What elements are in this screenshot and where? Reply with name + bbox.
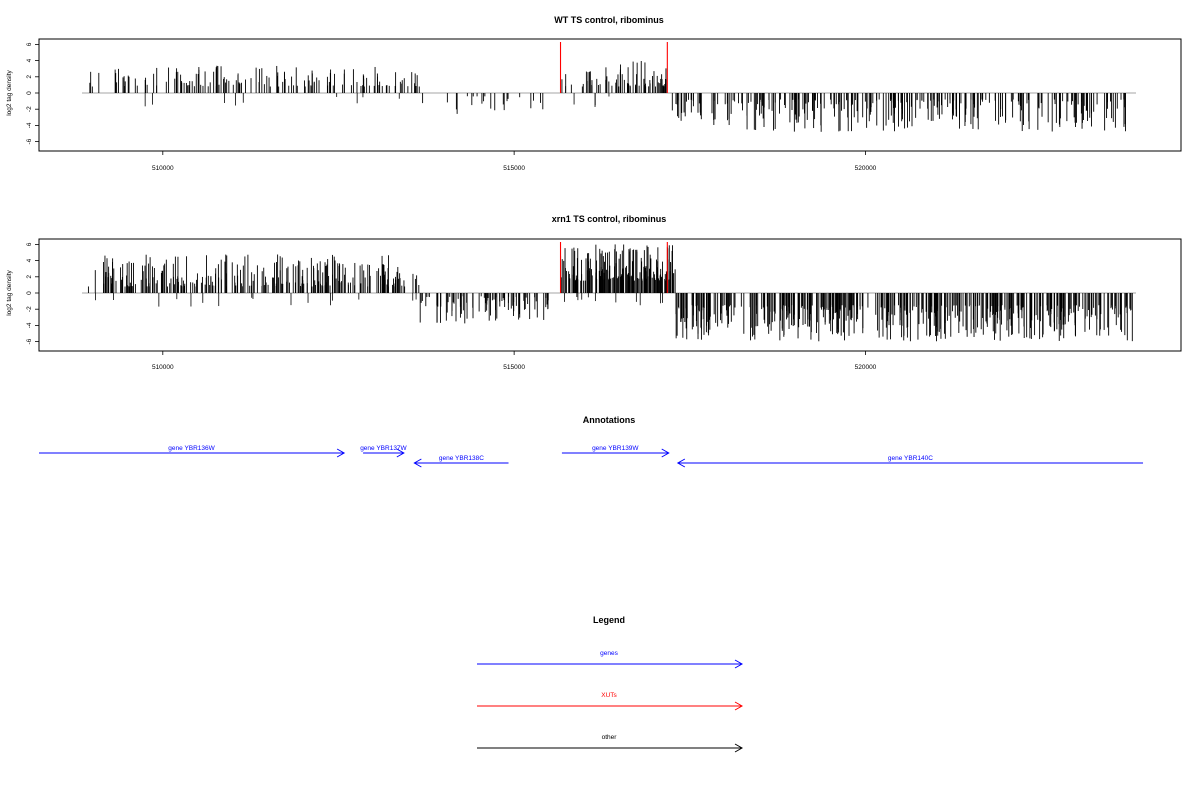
xrn1-track-title: xrn1 TS control, ribominus <box>552 214 667 224</box>
wt-x-tick-label: 510000 <box>152 165 174 172</box>
wt-y-axis: 6 4 2 0 -2 -4 -6 <box>26 42 33 144</box>
xrn1-y-tick-label: 6 <box>26 242 33 246</box>
legend-label: genes <box>600 650 618 657</box>
xrn1-x-tick-label: 520000 <box>855 364 877 371</box>
xrn1-plot-area <box>35 238 1182 355</box>
xrn1-y-tick-label: -4 <box>26 322 33 328</box>
gene-arrow-head <box>396 448 405 458</box>
legend-label: XUTs <box>601 692 617 699</box>
wt-y-tick-label: -2 <box>26 106 33 112</box>
xrn1-track-panel: xrn1 TS control, ribominus log2 tag dens… <box>6 214 1182 371</box>
wt-plot-area <box>35 38 1182 155</box>
wt-track-title: WT TS control, ribominus <box>554 15 664 25</box>
xrn1-y-tick-label: 2 <box>26 275 33 279</box>
legend-items: genes XUTs other <box>477 650 744 753</box>
legend-arrow-head <box>734 701 744 711</box>
wt-track-panel: WT TS control, ribominus log2 tag densit… <box>6 15 1182 172</box>
xrn1-x-tick-label: 515000 <box>503 364 525 371</box>
annotations-title: Annotations <box>583 415 636 425</box>
gene-label: gene YBR137W <box>360 445 407 452</box>
xrn1-plot-frame <box>38 238 1182 352</box>
wt-y-tick-label: 4 <box>26 58 33 62</box>
wt-y-axis-label: log2 tag density <box>6 69 13 115</box>
xrn1-y-axis: 6 4 2 0 -2 -4 -6 <box>26 242 33 344</box>
xrn1-x-tick-label: 510000 <box>152 364 174 371</box>
wt-x-tick-label: 515000 <box>503 165 525 172</box>
wt-x-axis: 510000 515000 520000 <box>152 165 877 172</box>
wt-plot-frame <box>38 38 1182 152</box>
gene-arrow-head <box>661 448 670 458</box>
xrn1-y-tick-label: -2 <box>26 306 33 312</box>
gene-label: gene YBR136W <box>168 445 215 452</box>
wt-y-tick-label: 6 <box>26 42 33 46</box>
gene-arrow-head <box>676 458 686 468</box>
legend: Legend genes XUTs other <box>477 615 744 753</box>
wt-y-tick-label: 0 <box>26 91 33 95</box>
gene-arrow-head <box>413 458 422 468</box>
xrn1-x-axis: 510000 515000 520000 <box>152 364 877 371</box>
wt-y-tick-label: -6 <box>26 138 33 144</box>
wt-y-tick-label: 2 <box>26 75 33 79</box>
wt-x-tick-label: 520000 <box>855 165 877 172</box>
gene-label: gene YBR140C <box>888 455 933 462</box>
xrn1-y-axis-label: log2 tag density <box>6 269 13 315</box>
gene-arrows: gene YBR136W gene YBR137W gene YBR138C gene… <box>39 445 1144 468</box>
legend-label: other <box>602 734 618 741</box>
gene-label: gene YBR138C <box>439 455 484 462</box>
annotations-track: Annotations gene YBR136W gene YBR137Wgene… <box>39 415 1144 468</box>
gene-label: gene YBR139W <box>592 445 639 452</box>
xrn1-y-tick-label: 4 <box>26 258 33 262</box>
wt-y-tick-label: -4 <box>26 122 33 128</box>
legend-title: Legend <box>593 615 625 625</box>
xrn1-y-tick-label: 0 <box>26 291 33 295</box>
legend-arrow-head <box>734 659 744 669</box>
legend-arrow-head <box>734 743 744 753</box>
xrn1-y-tick-label: -6 <box>26 338 33 344</box>
gene-arrow-head <box>336 448 346 458</box>
